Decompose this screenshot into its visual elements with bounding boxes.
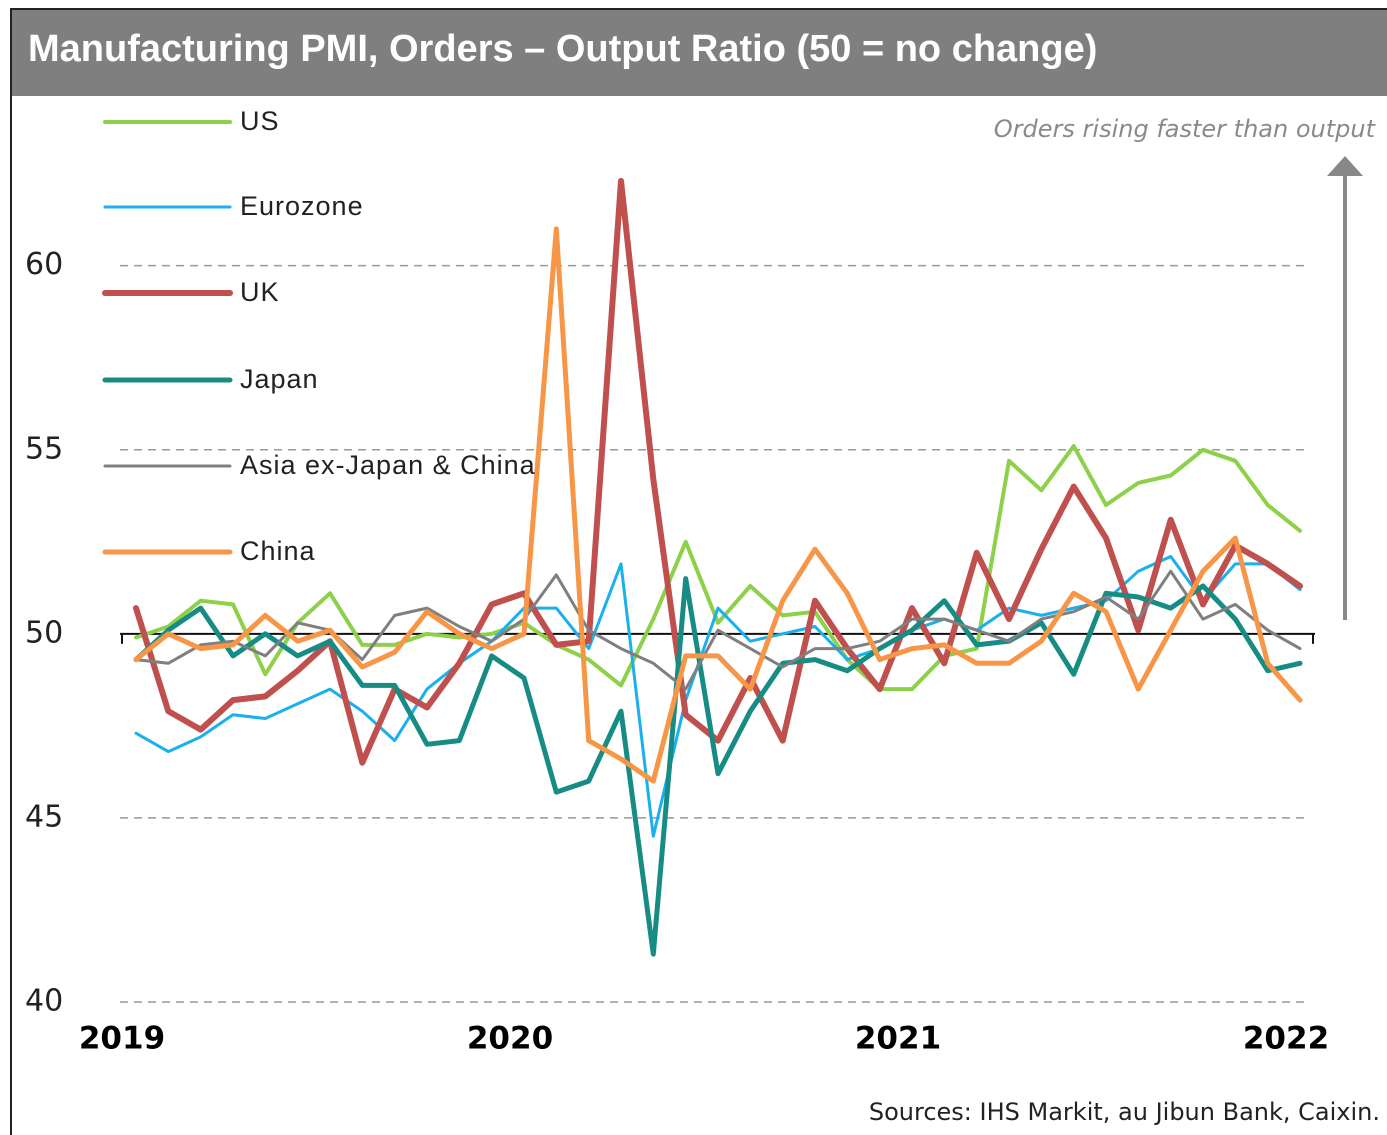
y-tick-label: 40 [25,984,63,1019]
x-tick-label: 2019 [79,1021,165,1057]
legend-label: UK [240,277,280,307]
series-line [134,555,1302,838]
series-line [133,576,1303,957]
y-tick-label: 60 [25,247,63,282]
legend-label: Japan [240,364,319,394]
x-tick-label: 2021 [855,1021,941,1057]
title-bar [12,10,1387,96]
legend-label: US [240,106,280,136]
annotation-arrowhead [1327,156,1363,176]
y-tick-label: 55 [25,431,63,466]
x-tick-label: 2020 [467,1021,553,1057]
series-line [133,226,1303,784]
legend-label: Eurozone [240,191,364,221]
y-tick-label: 45 [25,799,63,834]
legend-label: Asia ex-Japan & China [240,450,536,480]
frame [10,8,1387,1135]
annotation: Orders rising faster than output [994,115,1377,143]
y-tick-label: 50 [25,615,63,650]
legend-label: China [240,536,316,566]
source-note: Sources: IHS Markit, au Jibun Bank, Caix… [869,1098,1380,1126]
chart-title: Manufacturing PMI, Orders – Output Ratio… [28,28,1098,70]
x-tick-label: 2022 [1243,1021,1329,1057]
series-line [134,444,1302,692]
